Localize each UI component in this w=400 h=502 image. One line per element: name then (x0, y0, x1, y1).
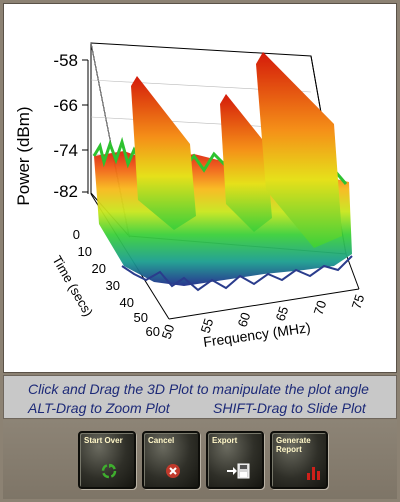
y-tick-label: -74 (53, 141, 78, 160)
export-disk-icon (226, 461, 250, 486)
generate-report-button[interactable]: Generate Report (270, 431, 328, 489)
export-button[interactable]: Export (206, 431, 264, 489)
frequency-axis: 50 55 60 65 70 75 Frequency (MHz) (159, 293, 368, 350)
time-tick-label: 20 (92, 261, 106, 276)
freq-tick-label: 55 (198, 317, 217, 335)
instruction-zoom: ALT-Drag to Zoom Plot (28, 400, 170, 416)
bottom-toolbar: Start Over Cancel Export (3, 420, 397, 499)
y-tick-label: -82 (53, 182, 78, 201)
y-axis-label: Power (dBm) (14, 106, 33, 205)
freq-tick-label: 60 (235, 311, 254, 329)
export-label: Export (212, 436, 238, 445)
freq-tick-label: 65 (273, 305, 292, 323)
time-axis-label: Time (secs) (49, 253, 96, 319)
y-tick-label: -66 (53, 96, 78, 115)
y-axis: -58 -66 -74 -82 Power (dBm) (14, 51, 89, 206)
y-tick-label: -58 (53, 51, 78, 70)
freq-tick-label: 50 (159, 323, 178, 341)
cancel-label: Cancel (148, 436, 175, 445)
freq-axis-label: Frequency (MHz) (202, 319, 311, 350)
cancel-button[interactable]: Cancel (142, 431, 200, 489)
cancel-x-icon (165, 463, 181, 484)
recycle-icon (101, 463, 117, 484)
start-over-button[interactable]: Start Over (78, 431, 136, 489)
time-tick-label: 60 (146, 324, 160, 339)
time-tick-label: 40 (120, 295, 134, 310)
spectrum-surface (92, 52, 353, 292)
freq-tick-label: 75 (349, 293, 368, 311)
time-tick-label: 50 (134, 310, 148, 325)
waterfall-3d-plot[interactable]: -58 -66 -74 -82 Power (dBm) 0 10 20 30 4… (4, 4, 397, 373)
time-tick-label: 30 (106, 278, 120, 293)
time-tick-label: 10 (78, 244, 92, 259)
instruction-slide: SHIFT-Drag to Slide Plot (213, 400, 366, 416)
generate-report-label: Generate Report (276, 436, 311, 454)
time-tick-label: 0 (73, 227, 80, 242)
freq-tick-label: 70 (311, 299, 330, 317)
start-over-label: Start Over (84, 436, 123, 445)
instruction-line-1: Click and Drag the 3D Plot to manipulate… (28, 381, 369, 397)
bar-chart-icon (306, 463, 322, 486)
instructions-panel: Click and Drag the 3D Plot to manipulate… (3, 375, 397, 419)
plot-3d-canvas[interactable]: -58 -66 -74 -82 Power (dBm) 0 10 20 30 4… (3, 3, 397, 373)
